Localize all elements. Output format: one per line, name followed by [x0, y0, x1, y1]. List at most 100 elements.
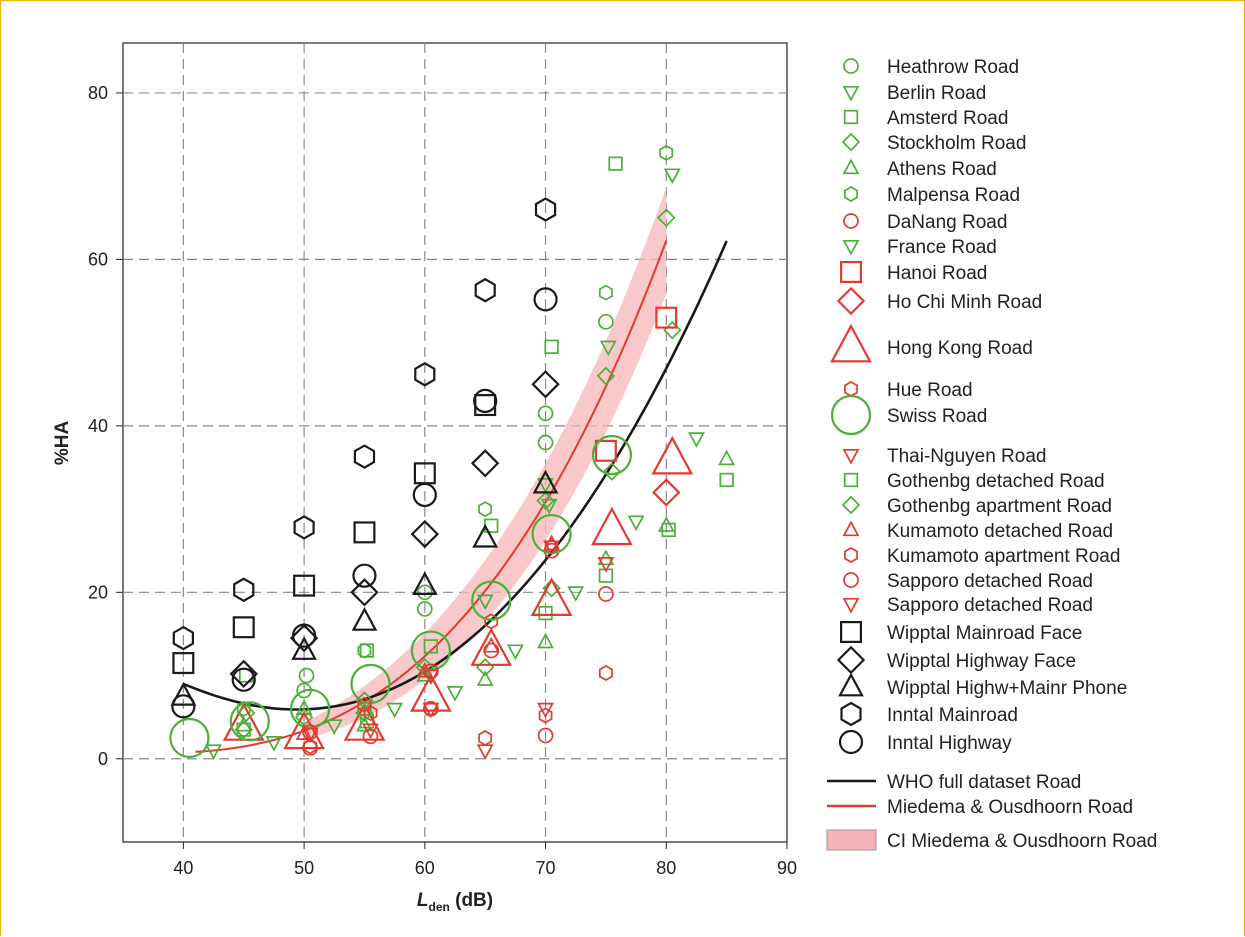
data-point — [543, 540, 561, 556]
data-point — [359, 643, 375, 658]
data-point — [355, 703, 374, 723]
data-point — [533, 287, 558, 312]
data-point — [532, 469, 559, 494]
data-point — [608, 156, 623, 171]
data-point — [423, 663, 439, 680]
x-ticks: 40 50 60 70 80 90 — [173, 842, 797, 878]
data-point — [719, 472, 734, 488]
data-point — [474, 277, 496, 303]
data-point — [652, 478, 681, 507]
data-point — [350, 578, 379, 607]
data-point — [543, 534, 561, 551]
legend-label: Thai-Nguyen Road — [887, 446, 1046, 467]
x-axis-label-sub: den — [429, 900, 450, 914]
legend-marker — [842, 239, 860, 256]
data-point — [302, 724, 318, 740]
data-point — [416, 661, 434, 678]
legend-marker — [843, 213, 859, 229]
y-tick-label: 40 — [88, 416, 108, 436]
data-points — [169, 144, 736, 760]
legend-label: Hong Kong Road — [887, 338, 1033, 359]
legend-marker — [839, 620, 862, 643]
legend-label: Swiss Road — [887, 406, 987, 427]
x-axis-label-unit: (dB) — [450, 890, 493, 911]
data-point — [472, 523, 499, 548]
data-point — [386, 702, 404, 719]
legend-marker — [842, 448, 860, 465]
data-point — [353, 444, 376, 469]
legend-label: Wipptal Mainroad Face — [887, 623, 1082, 644]
legend-label: Berlin Road — [887, 83, 986, 104]
data-point — [423, 639, 439, 654]
who-curve — [182, 240, 728, 711]
plot-area — [122, 42, 788, 843]
data-point — [362, 728, 379, 745]
data-point — [236, 703, 256, 723]
x-tick-label: 60 — [415, 858, 435, 878]
legend-label: Kumamoto detached Road — [887, 521, 1113, 542]
data-point — [235, 716, 253, 732]
data-point — [531, 370, 560, 399]
legend-label: Stockholm Road — [887, 133, 1026, 154]
legend-marker — [841, 495, 861, 515]
legend-swatch-band — [826, 829, 877, 851]
data-point — [412, 482, 437, 508]
data-point — [540, 498, 558, 515]
data-point — [536, 491, 555, 510]
data-point — [325, 719, 343, 735]
legend-marker — [844, 186, 858, 202]
data-point — [293, 515, 315, 540]
legend-marker — [841, 132, 861, 152]
data-point — [538, 707, 553, 724]
legend-marker — [838, 672, 864, 697]
data-point — [542, 578, 561, 598]
data-point — [659, 144, 674, 161]
data-point — [357, 696, 372, 713]
data-point — [353, 521, 376, 544]
data-point — [537, 434, 554, 451]
legend: Heathrow Road Berlin Road Amsterd Road Stoc… — [826, 57, 1157, 852]
data-point — [422, 702, 440, 719]
data-point — [229, 659, 258, 689]
data-point — [291, 636, 317, 660]
legend-marker — [844, 547, 858, 563]
legend-label: Miedema & Ousdhoorn Road — [887, 797, 1133, 818]
data-point — [591, 506, 633, 546]
legend-label: DaNang Road — [887, 212, 1007, 233]
data-point — [476, 594, 494, 611]
legend-label: Inntal Highway — [887, 733, 1012, 754]
data-point — [688, 432, 705, 448]
legend-marker — [836, 645, 866, 675]
x-axis-label: Lden (dB) — [417, 890, 493, 914]
y-tick-label: 60 — [88, 249, 108, 269]
data-point — [537, 405, 554, 422]
legend-label: WHO full dataset Road — [887, 772, 1081, 793]
legend-marker — [842, 520, 860, 537]
data-point — [303, 738, 318, 755]
legend-label: Malpensa Road — [887, 185, 1020, 206]
data-point — [627, 515, 645, 532]
legend-label: Gothenbg apartment Road — [887, 496, 1112, 517]
data-point — [265, 736, 283, 752]
data-point — [657, 516, 675, 532]
x-tick-label: 90 — [777, 858, 797, 878]
data-point — [293, 574, 316, 597]
data-point — [537, 478, 554, 494]
legend-marker — [838, 729, 864, 755]
legend-marker — [840, 701, 862, 727]
data-point — [289, 623, 319, 653]
data-point — [229, 701, 270, 742]
legend-marker — [843, 109, 859, 125]
fit-curves — [182, 240, 728, 753]
data-point — [478, 501, 493, 518]
data-point — [594, 439, 617, 462]
data-point — [416, 666, 434, 682]
data-point — [598, 313, 614, 330]
legend-label: Wipptal Highw+Mainr Phone — [887, 678, 1127, 699]
data-point — [343, 702, 386, 741]
data-point — [416, 584, 433, 601]
legend-label: France Road — [887, 237, 997, 258]
legend-label: Ho Chi Minh Road — [887, 292, 1042, 313]
data-point — [231, 667, 256, 692]
